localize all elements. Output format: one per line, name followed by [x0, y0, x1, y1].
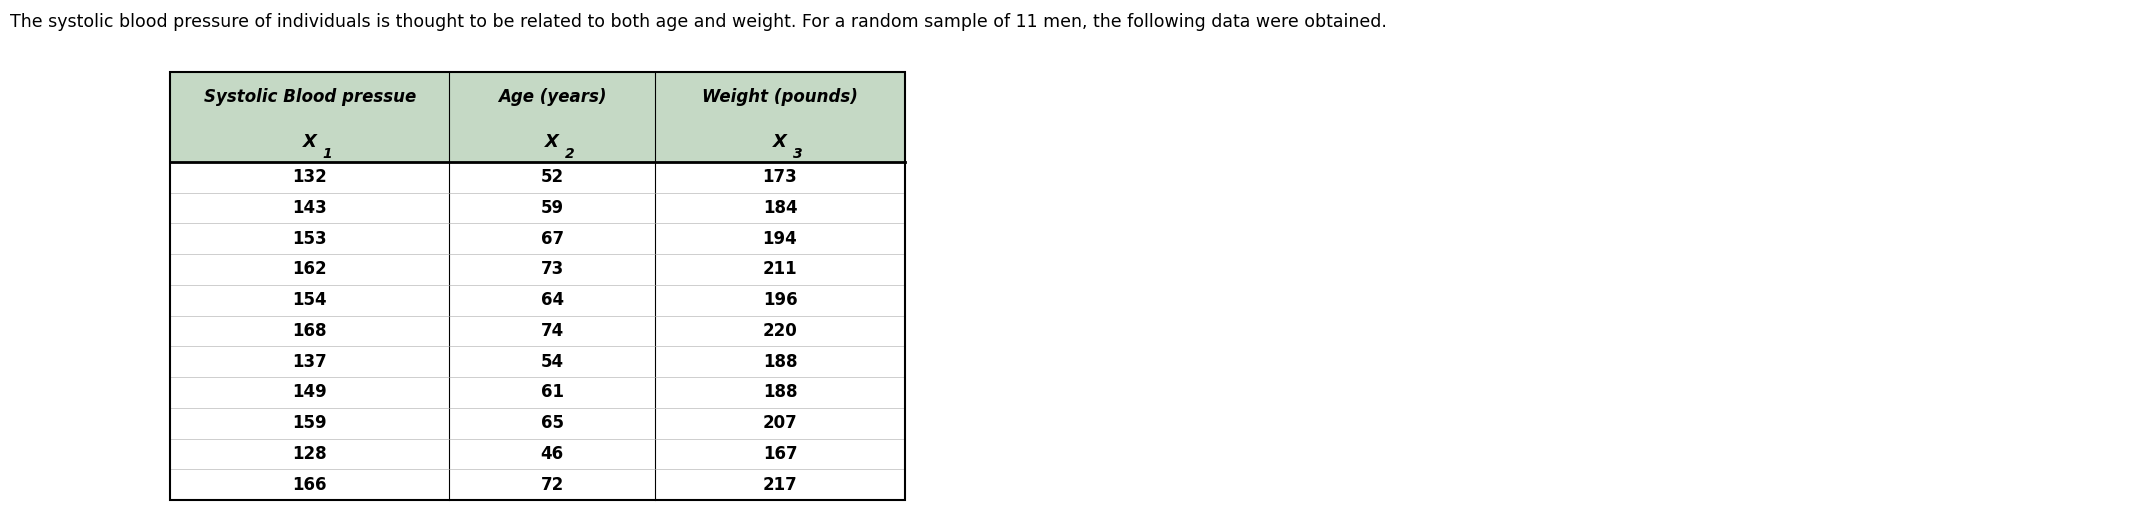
Text: 194: 194: [763, 230, 797, 248]
Text: 211: 211: [763, 261, 797, 279]
Text: 61: 61: [542, 383, 563, 401]
Text: X: X: [774, 133, 787, 151]
Text: 167: 167: [763, 445, 797, 463]
Text: Systolic Blood pressue: Systolic Blood pressue: [203, 88, 416, 105]
Text: 65: 65: [542, 414, 563, 432]
Text: 154: 154: [292, 291, 326, 309]
Text: 128: 128: [292, 445, 326, 463]
Text: 137: 137: [292, 353, 326, 371]
Text: 184: 184: [763, 199, 797, 217]
Text: 1: 1: [322, 147, 333, 161]
Text: 54: 54: [542, 353, 563, 371]
Text: 149: 149: [292, 383, 326, 401]
Text: 188: 188: [763, 383, 797, 401]
Text: 188: 188: [763, 353, 797, 371]
Bar: [171, 72, 904, 162]
Text: 166: 166: [292, 476, 326, 494]
Text: 162: 162: [292, 261, 326, 279]
Text: 159: 159: [292, 414, 326, 432]
Text: The systolic blood pressure of individuals is thought to be related to both age : The systolic blood pressure of individua…: [11, 13, 1388, 31]
Text: 74: 74: [542, 322, 563, 340]
Text: 153: 153: [292, 230, 326, 248]
Text: 173: 173: [763, 168, 797, 186]
Text: 72: 72: [542, 476, 563, 494]
Text: X: X: [303, 133, 316, 151]
Text: 3: 3: [793, 147, 802, 161]
Text: 64: 64: [542, 291, 563, 309]
Text: 143: 143: [292, 199, 326, 217]
Text: Age (years): Age (years): [499, 88, 605, 105]
Bar: [171, 72, 904, 500]
Text: 67: 67: [542, 230, 563, 248]
Text: 46: 46: [542, 445, 563, 463]
Text: X: X: [546, 133, 559, 151]
Text: 217: 217: [763, 476, 797, 494]
Text: 2: 2: [565, 147, 574, 161]
Text: 73: 73: [542, 261, 563, 279]
Text: 132: 132: [292, 168, 326, 186]
Text: 168: 168: [292, 322, 326, 340]
Text: 220: 220: [763, 322, 797, 340]
Text: 207: 207: [763, 414, 797, 432]
Text: Weight (pounds): Weight (pounds): [701, 88, 857, 105]
Text: 59: 59: [542, 199, 563, 217]
Text: 196: 196: [763, 291, 797, 309]
Text: 52: 52: [542, 168, 563, 186]
